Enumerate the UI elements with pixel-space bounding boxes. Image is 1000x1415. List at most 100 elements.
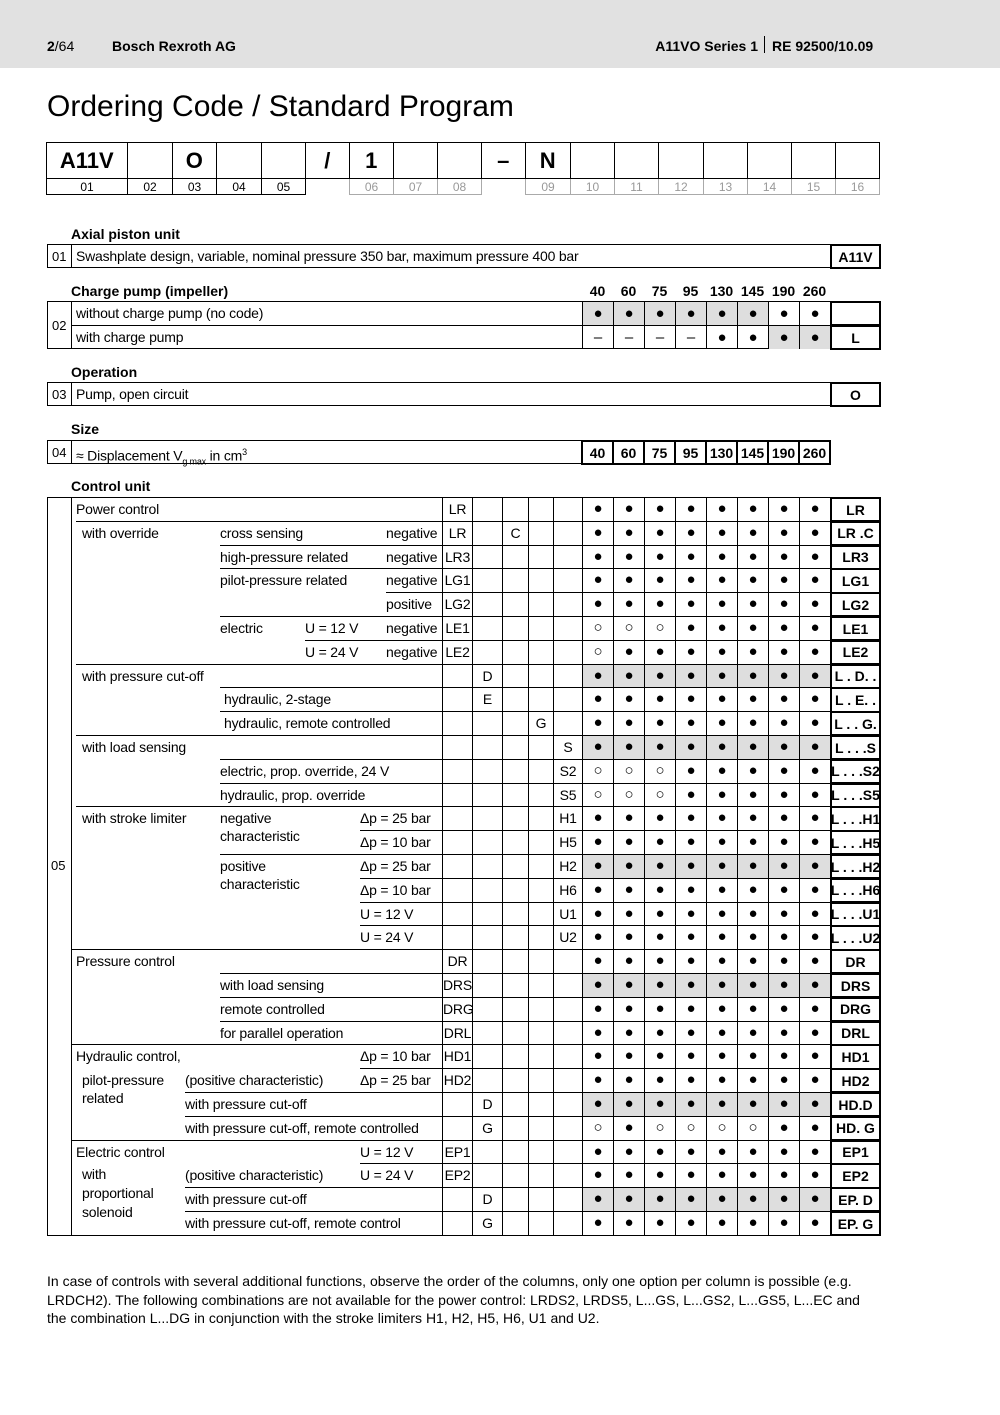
code-letter: LR3 — [444, 548, 471, 565]
availability-mark: ● — [799, 1187, 830, 1211]
control-variant-label: with load sensing — [82, 739, 186, 755]
availability-mark: ● — [675, 1187, 706, 1211]
availability-mark: ● — [706, 1044, 737, 1069]
availability-mark: ● — [613, 1044, 644, 1069]
section-02-rows: 02 without charge pump (no code) with ch… — [47, 301, 831, 349]
availability-mark: ○ — [582, 639, 613, 664]
control-value-label: U = 12 V — [305, 620, 359, 636]
code-letter: LR — [448, 501, 467, 517]
order-code-cell: EP1 — [830, 1139, 881, 1165]
control-variant-label: proportional — [82, 1185, 154, 1202]
availability-mark: ● — [644, 973, 675, 997]
control-option-label: for parallel operation — [220, 1024, 344, 1041]
availability-mark: ● — [706, 711, 737, 735]
control-option-label: positive — [220, 858, 266, 874]
control-option-label: with pressure cut-off, remote control — [185, 1215, 401, 1231]
section-number: 02 — [52, 318, 67, 333]
availability-mark: ● — [613, 520, 644, 545]
availability-mark: ● — [768, 949, 799, 973]
row-divider — [76, 520, 830, 522]
order-code-cell: O — [830, 382, 881, 407]
availability-mark: ● — [613, 497, 644, 521]
availability-mark: ● — [644, 592, 675, 616]
availability-mark: ● — [613, 1211, 644, 1235]
availability-mark: ○ — [582, 758, 613, 783]
order-code-cell: EP. D — [830, 1187, 881, 1213]
availability-mark: ● — [737, 830, 768, 854]
row-divider — [220, 568, 830, 570]
control-option-label: (positive characteristic) — [185, 1072, 324, 1089]
availability-mark: ● — [675, 925, 706, 950]
availability-mark: ● — [675, 520, 706, 545]
control-option-label: pilot-pressure related — [220, 572, 348, 589]
availability-mark: ● — [706, 782, 737, 807]
row-divider — [76, 735, 830, 736]
control-variant-label: related — [82, 1090, 124, 1106]
section-01-row: 01 Swashplate design, variable, nominal … — [47, 244, 831, 268]
availability-mark: ● — [675, 806, 706, 831]
availability-mark: ● — [799, 1092, 830, 1116]
order-code-cell: L . D. . — [830, 663, 881, 689]
availability-mark: ● — [799, 925, 830, 950]
availability-mark: ● — [644, 639, 675, 664]
availability-mark: ● — [799, 1020, 830, 1045]
code-letter: DR — [447, 953, 468, 970]
availability-mark: ● — [675, 1020, 706, 1045]
order-code-cell: LR .C — [830, 520, 881, 547]
order-code-cell: DRL — [830, 1020, 881, 1046]
row-divider — [76, 806, 830, 808]
code-letter: LE2 — [445, 643, 470, 660]
order-code-cell: L — [830, 325, 881, 350]
doc-number: RE 92500/10.09 — [772, 38, 874, 54]
code-letter: U1 — [559, 905, 577, 922]
row-divider — [76, 663, 830, 665]
order-code-cell: L . E. . — [830, 687, 881, 713]
availability-mark: ● — [644, 877, 675, 902]
availability-mark: ● — [644, 1044, 675, 1069]
characteristic-label: positive — [386, 596, 432, 613]
code-position-number: 11 — [614, 179, 659, 195]
availability-mark: ● — [675, 758, 706, 783]
availability-mark: ● — [706, 758, 737, 783]
row-divider — [220, 1020, 830, 1022]
control-option-label: hydraulic, 2-stage — [224, 691, 331, 708]
availability-mark: ● — [799, 497, 830, 521]
availability-mark: ● — [613, 1115, 644, 1140]
availability-mark: ● — [768, 326, 799, 349]
control-option-label: hydraulic, remote controlled — [224, 715, 391, 732]
order-code-cell: A11V — [830, 244, 881, 269]
characteristic-label: negative — [386, 524, 438, 541]
availability-mark: ● — [799, 877, 830, 902]
control-variant-label: solenoid — [82, 1204, 133, 1220]
availability-mark: ● — [675, 877, 706, 902]
availability-mark: ● — [644, 735, 675, 759]
control-option-label: hydraulic, prop. override — [220, 786, 366, 803]
availability-mark: ● — [644, 806, 675, 831]
divider — [71, 497, 72, 1235]
availability-mark: ● — [613, 639, 644, 664]
availability-mark: ● — [706, 520, 737, 545]
availability-mark: ● — [768, 735, 799, 759]
availability-mark: ○ — [737, 1115, 768, 1140]
availability-mark: ● — [613, 1139, 644, 1164]
availability-mark: ● — [613, 302, 644, 325]
availability-mark: ● — [737, 1092, 768, 1116]
order-code-cell: L . . .H6 — [830, 877, 881, 904]
availability-mark: ● — [768, 568, 799, 593]
availability-mark: ● — [799, 854, 830, 878]
order-code-cell: DR — [830, 949, 881, 975]
order-code-cell: LG1 — [830, 568, 881, 594]
divider — [442, 497, 443, 1235]
availability-mark: ● — [644, 925, 675, 950]
control-option-label: negative — [220, 810, 272, 827]
availability-mark: ● — [644, 854, 675, 878]
order-code-cell: HD1 — [830, 1044, 881, 1070]
control-group-label: Hydraulic control, — [76, 1048, 181, 1065]
option-text: ≈ Displacement Vg max in cm3 — [76, 444, 247, 469]
code-position-number: 01 — [46, 179, 128, 195]
availability-mark: ● — [706, 568, 737, 593]
availability-mark: ● — [768, 302, 799, 325]
option-text: without charge pump (no code) — [76, 305, 264, 321]
control-value-label: Δp = 10 bar — [360, 1048, 431, 1065]
availability-mark: ● — [582, 830, 613, 854]
